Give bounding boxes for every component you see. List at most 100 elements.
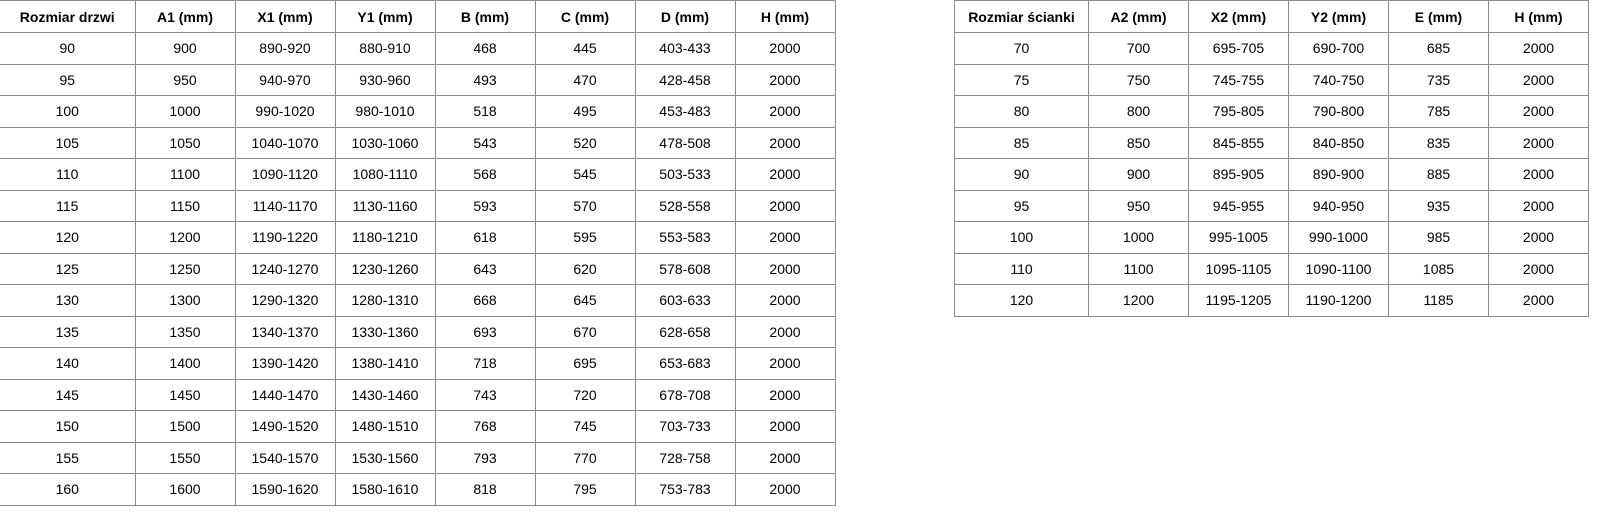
table-cell: 2000 bbox=[734, 189, 836, 222]
table-row: 125 1250 1240-1270 1230-1260 643 620 578-608 20… bbox=[0, 252, 836, 285]
table-cell: 1090-1100 bbox=[1288, 252, 1389, 285]
table-cell: 1050 bbox=[134, 126, 236, 159]
table-cell: 1340-1370 bbox=[234, 315, 336, 348]
table-row: 115 1150 1140-1170 1130-1160 593 570 528-558 20… bbox=[0, 189, 836, 222]
table-cell: 100 bbox=[954, 221, 1089, 254]
table-cell: 728-758 bbox=[634, 441, 736, 474]
table-cell: 453-483 bbox=[634, 95, 736, 128]
table-cell: 620 bbox=[534, 252, 636, 285]
table-cell: 618 bbox=[434, 221, 536, 254]
table-cell: 403-433 bbox=[634, 32, 736, 65]
table-cell: 768 bbox=[434, 410, 536, 443]
table-cell: 1130-1160 bbox=[334, 189, 436, 222]
table-cell: 80 bbox=[954, 95, 1089, 128]
table-cell: 1390-1420 bbox=[234, 347, 336, 380]
table-cell: 653-683 bbox=[634, 347, 736, 380]
table-cell: 900 bbox=[134, 32, 236, 65]
table-cell: 1185 bbox=[1388, 284, 1489, 317]
table-cell: 2000 bbox=[734, 410, 836, 443]
table-cell: 90 bbox=[954, 158, 1089, 191]
column-header: A1 (mm) bbox=[134, 0, 236, 33]
table-row: 95 950 945-955 940-950 935 2000 bbox=[954, 189, 1589, 222]
table-cell: 1230-1260 bbox=[334, 252, 436, 285]
table-cell: 980-1010 bbox=[334, 95, 436, 128]
table-cell: 543 bbox=[434, 126, 536, 159]
column-header: B (mm) bbox=[434, 0, 536, 33]
table-row: 155 1550 1540-1570 1530-1560 793 770 728-758 20… bbox=[0, 441, 836, 474]
column-header: Y1 (mm) bbox=[334, 0, 436, 33]
table-cell: 1330-1360 bbox=[334, 315, 436, 348]
table-cell: 2000 bbox=[1488, 95, 1589, 128]
table-cell: 628-658 bbox=[634, 315, 736, 348]
table-cell: 2000 bbox=[1488, 252, 1589, 285]
table-cell: 940-970 bbox=[234, 63, 336, 96]
table-cell: 120 bbox=[954, 284, 1089, 317]
table-cell: 2000 bbox=[1488, 63, 1589, 96]
table-cell: 1040-1070 bbox=[234, 126, 336, 159]
table-cell: 155 bbox=[0, 441, 136, 474]
table-cell: 2000 bbox=[734, 315, 836, 348]
table-cell: 130 bbox=[0, 284, 136, 317]
wall-size-table: Rozmiar ścianki A2 (mm) X2 (mm) Y2 (mm) E (m… bbox=[954, 0, 1589, 317]
table-cell: 1450 bbox=[134, 378, 236, 411]
table-cell: 720 bbox=[534, 378, 636, 411]
table-cell: 1400 bbox=[134, 347, 236, 380]
table-cell: 1080-1110 bbox=[334, 158, 436, 191]
table-cell: 160 bbox=[0, 473, 136, 506]
table-row: 110 1100 1090-1120 1080-1110 568 545 503-533 20… bbox=[0, 158, 836, 191]
table-cell: 985 bbox=[1388, 221, 1489, 254]
table-cell: 740-750 bbox=[1288, 63, 1389, 96]
table-cell: 1350 bbox=[134, 315, 236, 348]
table-cell: 90 bbox=[0, 32, 136, 65]
table-cell: 518 bbox=[434, 95, 536, 128]
table-cell: 1600 bbox=[134, 473, 236, 506]
table-cell: 503-533 bbox=[634, 158, 736, 191]
header-row: Rozmiar drzwi A1 (mm) X1 (mm) Y1 (mm) B (mm)… bbox=[0, 0, 836, 33]
table-cell: 1530-1560 bbox=[334, 441, 436, 474]
table-cell: 1000 bbox=[134, 95, 236, 128]
table-cell: 2000 bbox=[1488, 158, 1589, 191]
table-cell: 145 bbox=[0, 378, 136, 411]
table-cell: 95 bbox=[0, 63, 136, 96]
table-cell: 2000 bbox=[734, 441, 836, 474]
table-cell: 835 bbox=[1388, 126, 1489, 159]
table-cell: 2000 bbox=[734, 32, 836, 65]
table-cell: 1095-1105 bbox=[1188, 252, 1289, 285]
table-cell: 2000 bbox=[1488, 221, 1589, 254]
table-cell: 795-805 bbox=[1188, 95, 1289, 128]
table-cell: 930-960 bbox=[334, 63, 436, 96]
header-row: Rozmiar ścianki A2 (mm) X2 (mm) Y2 (mm) E (m… bbox=[954, 0, 1589, 33]
table-cell: 1240-1270 bbox=[234, 252, 336, 285]
table-row: 140 1400 1390-1420 1380-1410 718 695 653-683 20… bbox=[0, 347, 836, 380]
table-cell: 950 bbox=[134, 63, 236, 96]
table-cell: 1195-1205 bbox=[1188, 284, 1289, 317]
table-row: 90 900 895-905 890-900 885 2000 bbox=[954, 158, 1589, 191]
table-cell: 2000 bbox=[1488, 284, 1589, 317]
table-cell: 880-910 bbox=[334, 32, 436, 65]
table-cell: 568 bbox=[434, 158, 536, 191]
table-cell: 668 bbox=[434, 284, 536, 317]
table-cell: 528-558 bbox=[634, 189, 736, 222]
table-cell: 478-508 bbox=[634, 126, 736, 159]
table-row: 145 1450 1440-1470 1430-1460 743 720 678-708 20… bbox=[0, 378, 836, 411]
table-cell: 1030-1060 bbox=[334, 126, 436, 159]
table-cell: 670 bbox=[534, 315, 636, 348]
table-cell: 2000 bbox=[1488, 189, 1589, 222]
table-cell: 1200 bbox=[134, 221, 236, 254]
table-cell: 1190-1200 bbox=[1288, 284, 1389, 317]
table-cell: 1180-1210 bbox=[334, 221, 436, 254]
column-header: Y2 (mm) bbox=[1288, 0, 1389, 33]
column-header: D (mm) bbox=[634, 0, 736, 33]
table-cell: 1430-1460 bbox=[334, 378, 436, 411]
table-cell: 2000 bbox=[1488, 32, 1589, 65]
table-cell: 1440-1470 bbox=[234, 378, 336, 411]
table-cell: 468 bbox=[434, 32, 536, 65]
table-cell: 2000 bbox=[734, 473, 836, 506]
table-cell: 1490-1520 bbox=[234, 410, 336, 443]
table-cell: 795 bbox=[534, 473, 636, 506]
table-cell: 990-1020 bbox=[234, 95, 336, 128]
table-cell: 110 bbox=[0, 158, 136, 191]
table-cell: 1250 bbox=[134, 252, 236, 285]
column-header: H (mm) bbox=[734, 0, 836, 33]
table-cell: 428-458 bbox=[634, 63, 736, 96]
